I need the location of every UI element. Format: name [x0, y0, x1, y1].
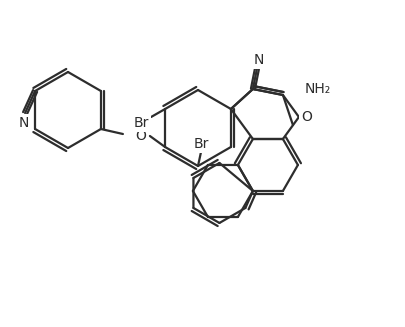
Text: NH₂: NH₂ [304, 82, 330, 96]
Text: Br: Br [133, 116, 148, 130]
Text: Br: Br [193, 137, 208, 151]
Text: N: N [253, 53, 263, 67]
Text: O: O [135, 129, 146, 143]
Text: O: O [301, 110, 311, 124]
Text: N: N [19, 116, 29, 130]
